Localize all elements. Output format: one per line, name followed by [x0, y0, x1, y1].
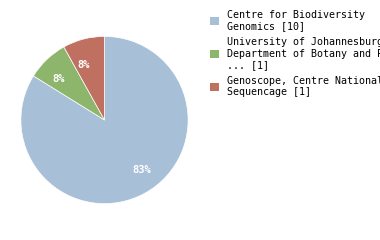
Legend: Centre for Biodiversity
Genomics [10], University of Johannesburg,
Department of: Centre for Biodiversity Genomics [10], U…	[210, 10, 380, 97]
Text: 8%: 8%	[78, 60, 90, 70]
Wedge shape	[64, 36, 104, 120]
Text: 83%: 83%	[132, 165, 151, 175]
Wedge shape	[33, 47, 105, 120]
Text: 8%: 8%	[53, 74, 65, 84]
Wedge shape	[21, 36, 188, 204]
